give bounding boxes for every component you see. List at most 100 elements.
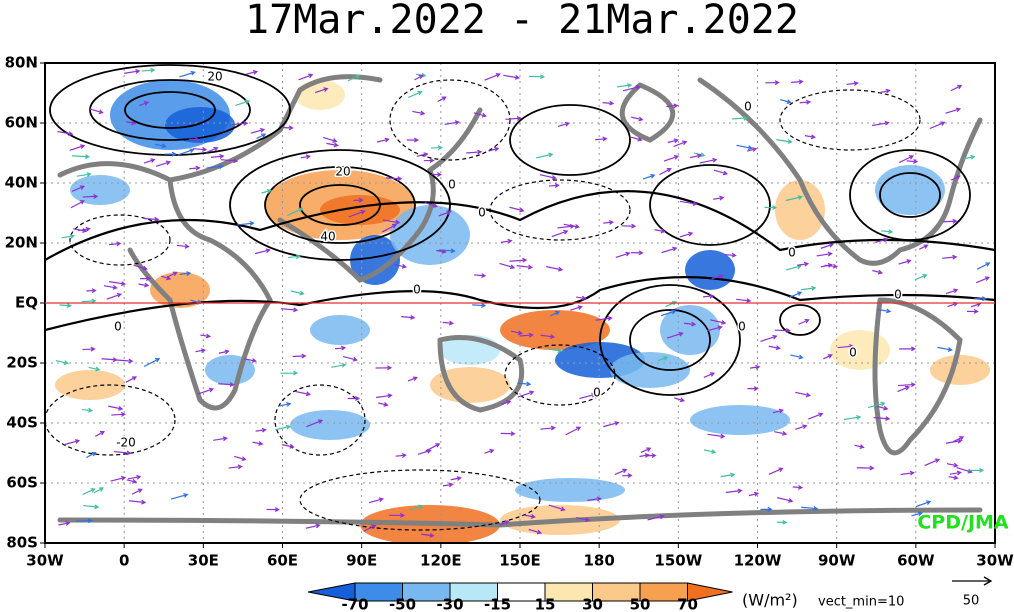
wind-vector xyxy=(948,475,959,481)
contour-line xyxy=(879,172,941,218)
wind-vector xyxy=(292,353,307,359)
wind-vector xyxy=(250,127,266,134)
contour-label: 0 xyxy=(478,206,486,220)
wind-vector xyxy=(298,73,314,81)
wind-vector xyxy=(69,144,86,151)
lon-label: 180 xyxy=(584,552,615,570)
wind-vector xyxy=(389,512,406,518)
wind-vector xyxy=(877,308,892,314)
wind-vector xyxy=(950,175,961,181)
wind-vector xyxy=(706,325,723,332)
wind-vector xyxy=(548,183,560,188)
wind-vector xyxy=(661,246,678,254)
wind-vector xyxy=(438,210,452,217)
wind-vector xyxy=(348,209,366,218)
wind-vector xyxy=(75,518,93,524)
wind-vector xyxy=(837,344,855,349)
wind-vector xyxy=(503,74,521,80)
wind-vector xyxy=(900,470,915,476)
wind-vector xyxy=(430,145,443,151)
wind-vector xyxy=(255,427,267,433)
lat-label: 40S xyxy=(6,414,38,432)
wind-vector xyxy=(659,168,672,176)
wind-vector xyxy=(622,85,641,92)
anomaly-shade xyxy=(150,272,210,308)
wind-vector xyxy=(576,516,591,523)
wind-vector xyxy=(748,491,760,497)
wind-vector xyxy=(81,298,97,304)
contour-line xyxy=(509,104,631,176)
wind-vector xyxy=(540,425,556,431)
wind-vector xyxy=(785,195,803,202)
wind-vector xyxy=(474,273,487,278)
wind-vector xyxy=(416,152,429,157)
wind-vector xyxy=(410,504,424,511)
wind-vector xyxy=(570,305,583,311)
wind-vector xyxy=(800,285,817,291)
wind-vector xyxy=(244,358,257,363)
wind-vector xyxy=(385,176,403,182)
colorbar: -70 -50 -30 -15 15 30 50 70 xyxy=(307,582,733,612)
wind-vector xyxy=(143,358,161,368)
wind-vector xyxy=(82,194,99,199)
wind-vector xyxy=(856,465,875,471)
wind-vector xyxy=(949,470,962,476)
wind-vector xyxy=(614,468,628,475)
lon-label: 30W xyxy=(26,552,64,570)
wind-vector xyxy=(213,436,228,442)
vector-key-label: 50 xyxy=(963,594,980,609)
contour-label: 0 xyxy=(849,346,857,360)
wind-vector xyxy=(395,453,407,458)
wind-vector xyxy=(795,391,811,398)
wind-vector xyxy=(89,108,104,115)
wind-vector xyxy=(528,528,543,535)
wind-vector xyxy=(376,137,390,143)
wind-vector xyxy=(804,134,816,140)
wind-vector xyxy=(407,376,418,382)
wind-vector xyxy=(111,411,126,417)
wind-vector xyxy=(772,408,784,414)
wind-vector xyxy=(382,219,401,225)
colorbar-label: 30 xyxy=(582,596,603,612)
anomaly-shade xyxy=(500,310,610,350)
wind-vector xyxy=(683,321,697,327)
wind-vector xyxy=(306,419,324,428)
wind-vector xyxy=(808,412,824,420)
wind-vector xyxy=(61,233,76,239)
wind-vector xyxy=(963,154,976,160)
lon-label: 60E xyxy=(267,552,298,570)
wind-vector xyxy=(973,296,988,302)
wind-vector xyxy=(720,472,736,478)
wind-vector xyxy=(103,284,118,290)
wind-vector xyxy=(423,158,435,163)
wind-vector xyxy=(519,332,534,338)
contour-line xyxy=(45,384,176,456)
contour-label: -20 xyxy=(116,436,136,450)
wind-vector xyxy=(113,450,132,456)
wind-vector xyxy=(261,188,272,194)
wind-vector xyxy=(71,185,86,192)
wind-vector xyxy=(116,358,134,364)
wind-vector xyxy=(797,261,810,267)
wind-vector xyxy=(133,264,148,271)
wind-vector xyxy=(872,269,884,275)
colorbar-label: -30 xyxy=(436,596,463,612)
wind-vector xyxy=(595,316,613,321)
wind-vector xyxy=(657,356,669,362)
wind-vector xyxy=(86,288,97,294)
contour-line xyxy=(49,64,291,156)
coastline xyxy=(619,82,676,143)
lon-label: 60W xyxy=(897,552,935,570)
wind-vector xyxy=(305,523,321,529)
wind-vector xyxy=(484,448,495,454)
wind-vector xyxy=(124,69,141,74)
wind-vector xyxy=(798,318,810,325)
coastline xyxy=(872,297,963,456)
wind-vector xyxy=(156,160,171,167)
wind-vector xyxy=(58,521,71,526)
wind-vector xyxy=(189,165,201,171)
contour-label: 20 xyxy=(207,70,222,84)
colorbar-label: -50 xyxy=(389,596,416,612)
vector-key-head xyxy=(983,576,993,586)
wind-vector xyxy=(412,110,426,116)
